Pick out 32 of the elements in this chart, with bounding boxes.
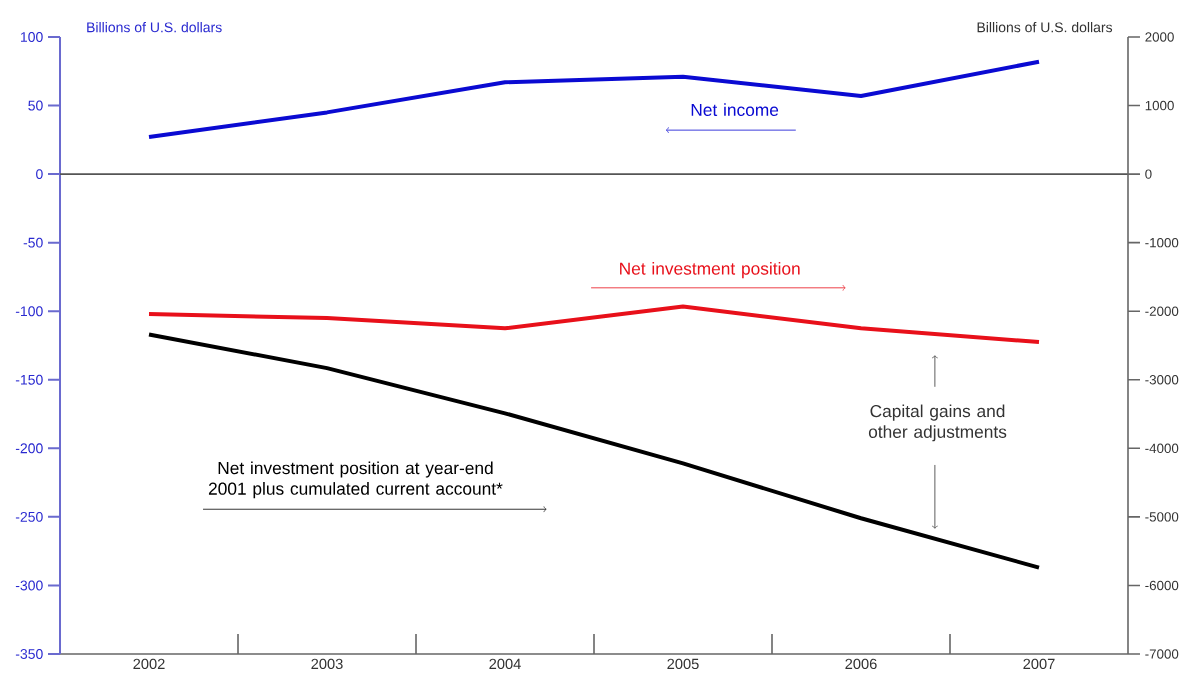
y-tick-label: -250 [15,511,43,522]
y-tick-label: -300 [15,580,43,591]
y-tick-label: 0 [36,169,43,180]
y-tick-label: 50 [28,100,43,111]
y2-tick-label: -2000 [1145,306,1179,316]
y-tick-label: -200 [15,443,43,454]
x-tick-label: 2007 [1023,658,1055,670]
y-tick-label: -350 [15,649,43,659]
y2-tick-label: -3000 [1145,375,1179,385]
x-tick-label: 2002 [133,658,165,670]
y2-tick-label: -7000 [1145,649,1179,659]
y2-tick-label: 0 [1145,169,1152,179]
x-tick-label: 2005 [667,658,699,670]
x-tick-label: 2006 [845,658,877,670]
y-tick-label: -100 [15,306,43,317]
annotation: Capital gains and other adjustments [868,404,1007,442]
y2-tick-label: 2000 [1145,32,1174,42]
text: Net investment position [620,261,800,279]
text: Net investment position at year-end 2001 plus cumulated current account* [208,461,503,499]
y-tick-label: 100 [21,32,43,42]
y2-tick-label: -5000 [1145,512,1179,522]
y2-tick-label: -1000 [1145,237,1179,248]
y-axis-title: Billions of U.S. dollars [87,22,222,33]
y2-tick-label: -4000 [1145,443,1179,454]
series-label: Net income [691,103,779,117]
y-tick-label: -150 [15,374,43,385]
x-tick-label: 2004 [489,658,521,670]
y-tick-label: -50 [23,237,43,248]
y2-tick-label: 1000 [1145,100,1174,111]
x-tick-label: 2003 [311,658,343,670]
y2-axis-title: Billions of U.S. dollars [977,22,1113,33]
y2-tick-label: -6000 [1145,580,1179,591]
